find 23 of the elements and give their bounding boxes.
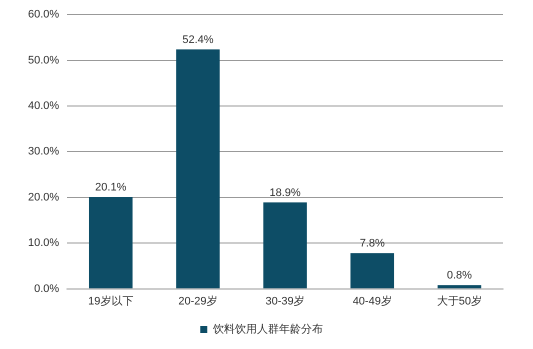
y-tick-label: 60.0% — [28, 8, 60, 21]
bar — [438, 285, 482, 288]
x-tick-label: 大于50岁 — [436, 294, 482, 308]
bar — [350, 253, 394, 288]
data-label: 52.4% — [182, 34, 214, 46]
y-tick-label: 30.0% — [28, 146, 60, 158]
y-tick-label: 40.0% — [28, 100, 60, 112]
x-tick-label: 40-49岁 — [352, 295, 392, 308]
legend-label: 饮料饮用人群年龄分布 — [212, 322, 323, 336]
bar — [88, 196, 133, 288]
y-tick-label: 20.0% — [28, 191, 60, 204]
data-label: 18.9% — [269, 186, 301, 199]
y-tick-label: 50.0% — [28, 54, 60, 66]
data-label: 7.8% — [360, 238, 386, 250]
x-tick-label: 19岁以下 — [88, 294, 134, 308]
x-tick-label: 30-39岁 — [266, 295, 305, 308]
data-label: 0.8% — [446, 270, 472, 282]
y-tick-label: 10.0% — [28, 237, 60, 250]
data-label: 20.1% — [95, 181, 127, 194]
bar — [263, 202, 307, 288]
bar — [176, 49, 220, 288]
y-tick-label: 0.0% — [34, 282, 60, 295]
x-tick-label: 20-29岁 — [178, 295, 218, 308]
